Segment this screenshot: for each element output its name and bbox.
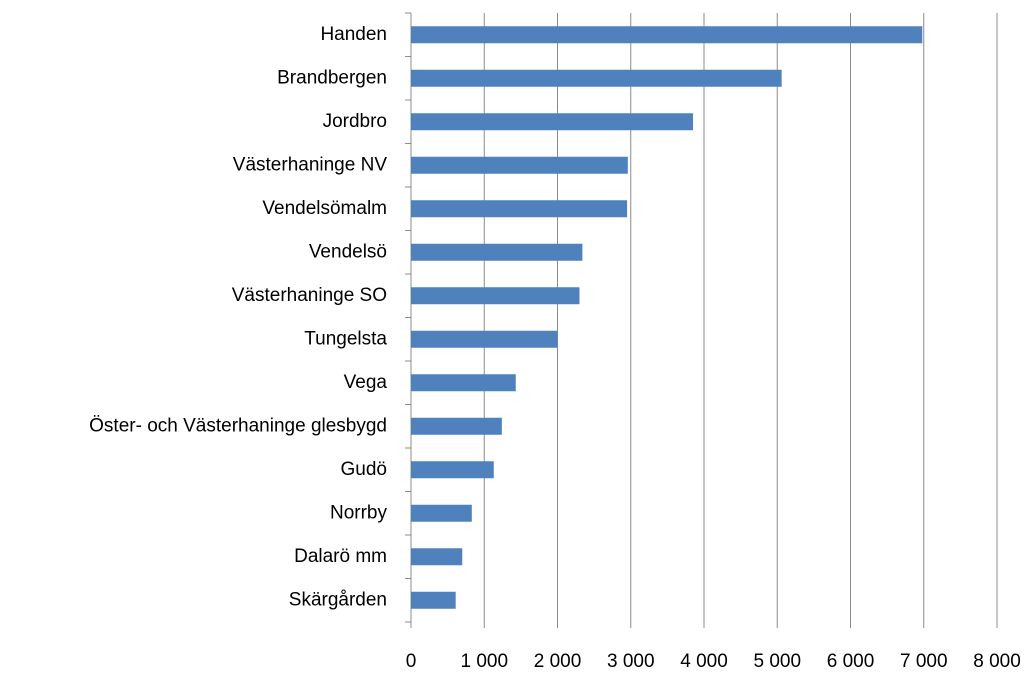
bar (411, 417, 502, 435)
bar (411, 243, 583, 261)
y-tick-label: Brandbergen (277, 67, 387, 88)
bar (411, 504, 472, 522)
x-tick-label: 3 000 (607, 651, 655, 672)
y-tick-label: Tungelsta (304, 328, 387, 349)
bar (411, 69, 782, 87)
bar (411, 461, 494, 479)
y-tick-label: Vega (344, 372, 388, 393)
y-tick-label: Västerhaninge SO (232, 285, 387, 306)
y-tick-label: Norrby (330, 502, 388, 523)
x-tick-label: 1 000 (460, 651, 508, 672)
bar (411, 26, 923, 44)
y-tick-label: Västerhaninge NV (233, 154, 388, 175)
x-tick-label: 6 000 (827, 651, 875, 672)
bar (411, 287, 580, 305)
bar (411, 591, 456, 609)
y-tick-label: Vendelsömalm (262, 198, 387, 219)
bar (411, 113, 694, 131)
x-tick-label: 2 000 (534, 651, 582, 672)
y-tick-label: Öster- och Västerhaninge glesbygd (89, 415, 387, 436)
y-tick-label: Vendelsö (309, 241, 387, 262)
y-tick-label: Jordbro (323, 111, 387, 132)
bar (411, 200, 628, 218)
y-tick-label: Dalarö mm (294, 546, 387, 567)
bar (411, 156, 628, 174)
x-tick-label: 8 000 (973, 651, 1021, 672)
y-tick-label: Skärgården (289, 589, 387, 610)
x-tick-label: 5 000 (753, 651, 801, 672)
x-tick-label: 7 000 (900, 651, 948, 672)
x-tick-label: 4 000 (680, 651, 728, 672)
bar (411, 374, 516, 392)
y-tick-label: Handen (320, 24, 387, 45)
bar (411, 330, 558, 348)
x-tick-label: 0 (406, 651, 417, 672)
y-tick-label: Gudö (341, 459, 387, 480)
bar (411, 548, 463, 566)
